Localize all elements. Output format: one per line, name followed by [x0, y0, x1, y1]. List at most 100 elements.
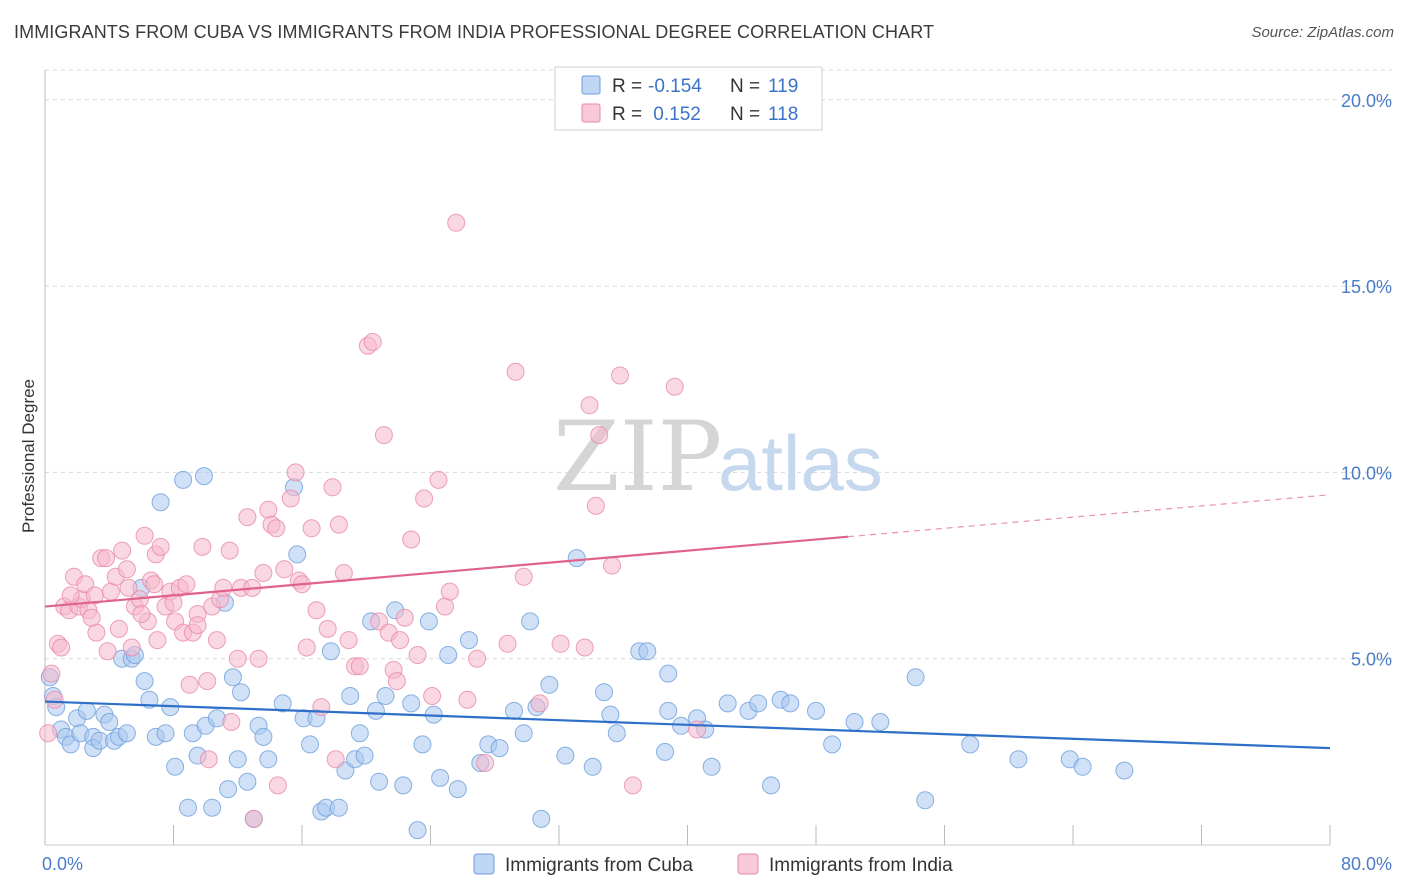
india-point [580, 396, 599, 415]
cuba-point [540, 675, 559, 694]
cuba-point [583, 757, 602, 776]
india-point [113, 541, 132, 560]
cuba-point [376, 687, 395, 705]
india-point [145, 575, 164, 594]
india-point [318, 619, 337, 638]
x-tick-label-80: 80.0% [1341, 854, 1392, 874]
india-point [151, 537, 170, 556]
y-tick-label: 10.0% [1341, 463, 1392, 483]
cuba-point [329, 798, 348, 817]
india-point [447, 213, 466, 232]
cuba-point [431, 768, 450, 787]
india-point [415, 489, 434, 508]
cuba-point [567, 549, 586, 568]
india-point [302, 519, 321, 538]
y-tick-labels: 5.0% 10.0% 15.0% 20.0% [1341, 91, 1392, 670]
cuba-point [238, 772, 257, 791]
cuba-point [532, 809, 551, 828]
india-point [132, 605, 151, 623]
india-point [122, 638, 141, 657]
india-point [82, 608, 101, 627]
india-point [199, 750, 218, 769]
india-point [286, 463, 305, 482]
india-point [514, 567, 533, 586]
cuba-point [341, 687, 360, 705]
cuba-point [460, 631, 478, 650]
india-point [177, 575, 196, 594]
india-point [423, 687, 442, 705]
india-point [551, 634, 570, 653]
india-point [275, 560, 294, 579]
source-credit: Source: ZipAtlas.com [1251, 24, 1394, 41]
trend-line [44, 700, 1331, 750]
india-point [436, 597, 454, 616]
india-point [222, 713, 241, 731]
trend-lines [44, 494, 1331, 750]
watermark: ZIP atlas [553, 401, 883, 513]
india-point [238, 508, 257, 527]
india-point [329, 515, 348, 534]
india-point [387, 672, 406, 691]
india-point [506, 362, 525, 381]
cuba-point [223, 668, 242, 687]
cuba-point [1115, 761, 1134, 780]
india-point [323, 478, 342, 497]
legend-cuba-n-label: N = [730, 76, 760, 97]
cuba-point [394, 776, 413, 795]
cuba-point [408, 821, 427, 840]
watermark-atlas: atlas [718, 419, 883, 507]
india-point [339, 631, 358, 650]
india-point [458, 690, 477, 709]
cuba-point [174, 470, 193, 489]
cuba-point [906, 668, 925, 687]
series-legend-cuba-label: Immigrants from Cuba [505, 855, 693, 876]
cuba-point [807, 701, 825, 720]
india-point [39, 724, 58, 743]
india-point [374, 426, 393, 445]
y-tick-label: 15.0% [1341, 277, 1392, 297]
india-point [148, 631, 167, 650]
cuba-point [259, 750, 278, 769]
cuba-point [659, 664, 678, 683]
india-point [52, 638, 71, 657]
cuba-point [140, 690, 159, 709]
india-point [440, 582, 459, 601]
india-point [611, 366, 629, 385]
legend-india-n-label: N = [730, 104, 760, 125]
cuba-point [916, 791, 935, 810]
cuba-point [638, 642, 657, 661]
series-legend-cuba-swatch [473, 853, 495, 875]
india-point [87, 623, 106, 642]
india-point [220, 541, 239, 560]
cuba-point [762, 776, 780, 795]
cuba-point [823, 735, 842, 754]
cuba-point [448, 780, 467, 799]
india-point [476, 754, 495, 772]
india-point [117, 560, 136, 579]
india-point [603, 556, 621, 575]
india-point [590, 426, 609, 445]
x-minor-ticks [44, 825, 1331, 845]
india-point [254, 564, 273, 582]
cuba-point [228, 750, 247, 769]
india-point [307, 601, 326, 620]
cuba-point [702, 757, 721, 776]
cuba-point [254, 727, 273, 746]
cuba-point [961, 735, 980, 754]
cuba-point [439, 646, 458, 664]
india-point [267, 519, 286, 538]
cuba-point [370, 772, 389, 791]
series-legend-india-swatch [737, 853, 759, 875]
cuba-point [419, 612, 438, 631]
india-point [188, 616, 207, 635]
legend-india-n-value: 118 [768, 104, 798, 125]
india-point [97, 549, 115, 568]
cuba-point [556, 746, 575, 765]
series-legend-india-label: Immigrants from India [769, 855, 953, 876]
cuba-point [355, 746, 374, 765]
india-point [135, 526, 154, 545]
series-legend: Immigrants from Cuba Immigrants from Ind… [473, 853, 953, 876]
india-point [391, 631, 409, 650]
india-point [297, 638, 316, 657]
india-point [268, 776, 287, 795]
